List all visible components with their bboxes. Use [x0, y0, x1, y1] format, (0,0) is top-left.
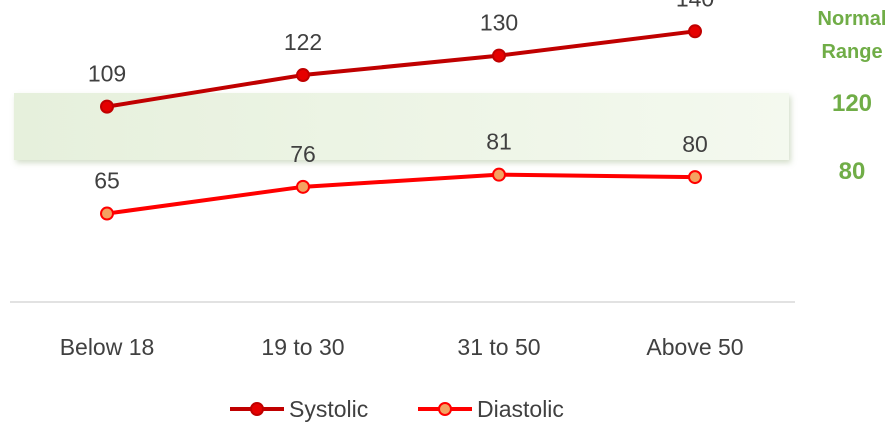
systolic-point — [100, 99, 114, 114]
diastolic-point — [100, 206, 114, 221]
systolic-data-label: 140 — [676, 0, 714, 11]
legend-swatch-marker — [438, 402, 452, 416]
systolic-point — [296, 68, 310, 83]
legend-label: Systolic — [289, 396, 368, 422]
systolic-data-label: 122 — [284, 29, 322, 55]
normal-range-upper: 120 — [832, 90, 872, 117]
diastolic-line — [105, 172, 697, 216]
legend-swatch-marker — [250, 402, 264, 416]
normal-range-title-line1: Normal — [818, 8, 887, 30]
legend: Systolic Diastolic — [230, 396, 564, 422]
normal-range-labels: Normal Range 120 80 — [818, 8, 887, 185]
diastolic-point — [296, 179, 310, 194]
diastolic-point — [492, 167, 506, 182]
diastolic-data-label: 76 — [290, 141, 316, 167]
systolic-line — [105, 29, 697, 109]
x-tick-label: 19 to 30 — [261, 334, 344, 360]
x-tick-label: Above 50 — [646, 334, 743, 360]
diastolic-data-label: 80 — [682, 131, 708, 157]
diastolic-data-label: 81 — [486, 129, 512, 155]
diastolic-series: 65 76 81 80 — [94, 129, 708, 221]
systolic-point — [688, 24, 702, 39]
normal-range-title-line2: Range — [821, 41, 882, 63]
x-tick-label: Below 18 — [60, 334, 155, 360]
systolic-data-label: 109 — [88, 61, 126, 87]
systolic-point — [492, 48, 506, 63]
legend-item-diastolic: Diastolic — [418, 396, 564, 422]
legend-item-systolic: Systolic — [230, 396, 368, 422]
systolic-series: 109 122 130 140 — [88, 0, 714, 114]
diastolic-data-label: 65 — [94, 168, 120, 194]
x-axis-ticks: Below 18 19 to 30 31 to 50 Above 50 — [60, 334, 744, 360]
legend-label: Diastolic — [477, 396, 564, 422]
diastolic-point — [688, 170, 702, 185]
x-tick-label: 31 to 50 — [457, 334, 540, 360]
series-layer: 109 122 130 140 65 76 81 80 — [88, 0, 714, 221]
normal-range-lower: 80 — [839, 158, 866, 185]
systolic-data-label: 130 — [480, 10, 518, 36]
normal-range-band — [14, 93, 789, 160]
